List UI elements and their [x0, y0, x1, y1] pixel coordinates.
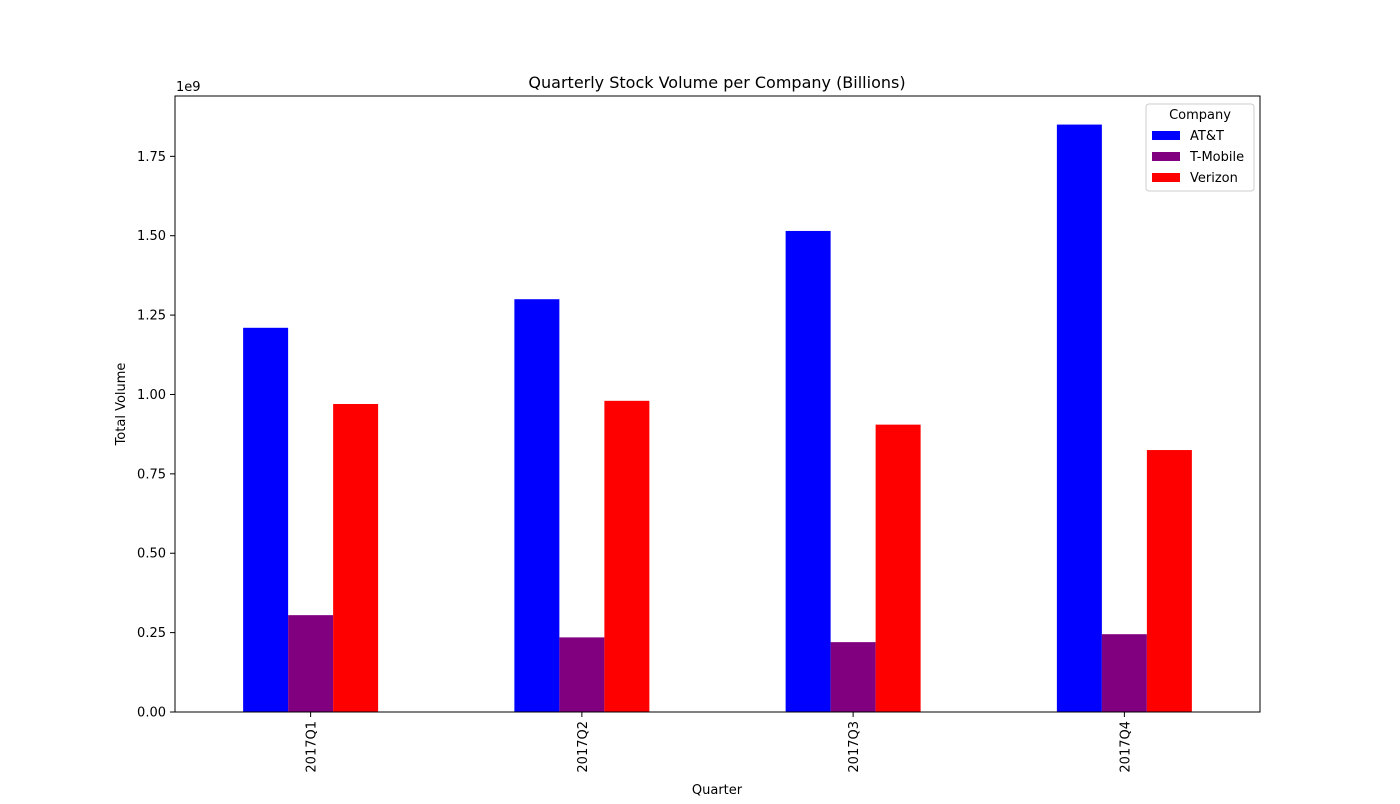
plot-frame — [174, 95, 1261, 713]
legend-swatch — [1152, 131, 1180, 140]
legend: Company AT&T T-Mobile Verizon — [1145, 103, 1255, 192]
legend-swatch — [1152, 152, 1180, 161]
bar-t-mobile-2017q4 — [1101, 634, 1147, 712]
legend-label: Verizon — [1190, 171, 1238, 186]
y-tick-label: 1.00 — [137, 388, 166, 403]
legend-label: AT&T — [1190, 129, 1224, 144]
y-tick-label: 1.75 — [137, 150, 166, 165]
bar-at-t-2017q3 — [785, 230, 831, 712]
bar-verizon-2017q1 — [333, 404, 379, 712]
bar-series — [243, 124, 1192, 712]
bar-verizon-2017q4 — [1146, 450, 1192, 712]
y-tick-label: 0.25 — [137, 626, 166, 641]
legend-title: Company — [1169, 108, 1231, 123]
y-tick-label: 1.25 — [137, 309, 166, 324]
y-tick-label: 0.75 — [137, 467, 166, 482]
x-tick-label: 2017Q4 — [1118, 721, 1133, 773]
bar-t-mobile-2017q1 — [288, 615, 334, 712]
bar-at-t-2017q2 — [514, 299, 560, 712]
bar-t-mobile-2017q2 — [559, 637, 605, 712]
bar-verizon-2017q3 — [875, 424, 921, 712]
x-tick-label: 2017Q2 — [576, 721, 591, 773]
x-tick-label: 2017Q3 — [847, 721, 862, 773]
y-axis-ticks: 0.00 0.25 0.50 0.75 1.00 1.25 1.50 1.75 — [137, 150, 175, 721]
legend-items: AT&T T-Mobile Verizon — [1152, 129, 1244, 186]
y-axis-offset-label: 1e9 — [176, 80, 201, 95]
x-axis-ticks: 2017Q1 2017Q2 2017Q3 2017Q4 — [305, 712, 1133, 773]
bar-verizon-2017q2 — [604, 400, 650, 712]
legend-swatch — [1152, 173, 1180, 182]
legend-box — [1145, 103, 1255, 192]
legend-label: T-Mobile — [1189, 150, 1244, 165]
x-axis-label: Quarter — [692, 783, 743, 798]
bar-at-t-2017q1 — [243, 327, 289, 712]
y-tick-label: 1.50 — [137, 229, 166, 244]
y-tick-label: 0.00 — [137, 706, 166, 721]
chart-title: Quarterly Stock Volume per Company (Bill… — [528, 73, 905, 92]
bar-t-mobile-2017q3 — [830, 642, 876, 712]
x-tick-label: 2017Q1 — [305, 721, 320, 773]
bar-at-t-2017q4 — [1056, 124, 1102, 712]
y-axis-label: Total Volume — [114, 363, 129, 447]
y-tick-label: 0.50 — [137, 547, 166, 562]
